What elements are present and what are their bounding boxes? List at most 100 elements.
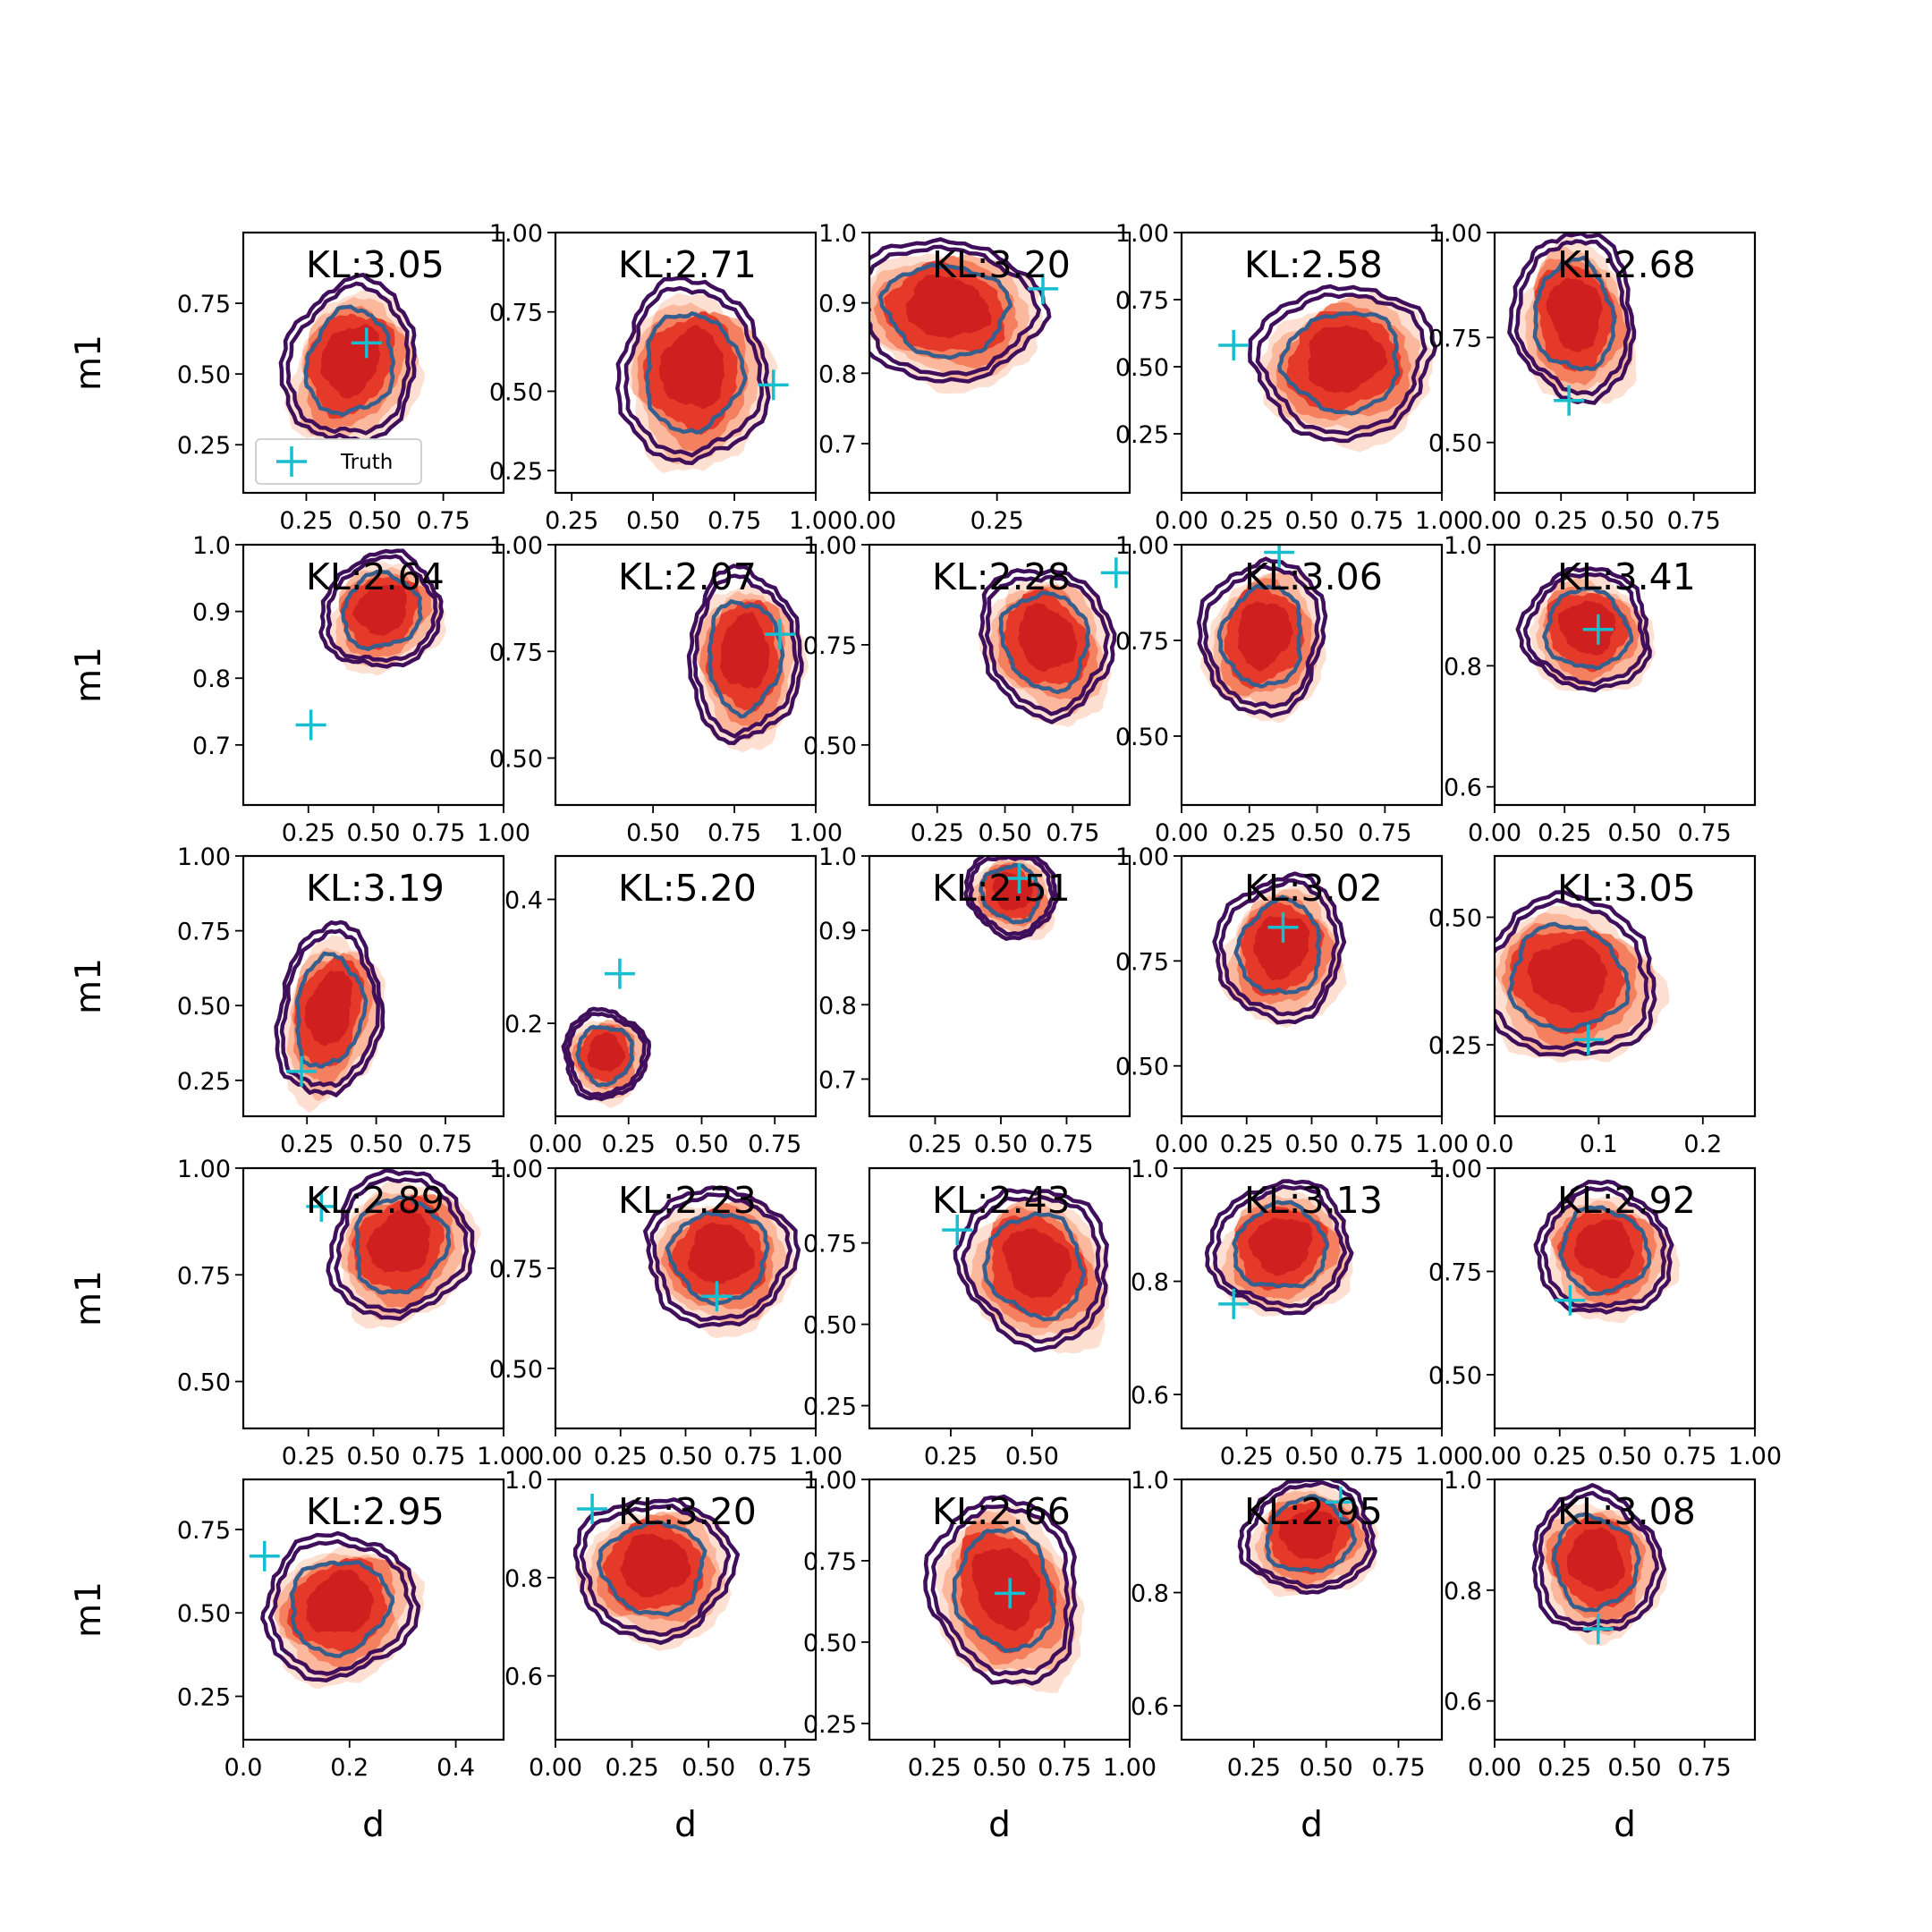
kl-annotation: KL:3.08 [1557, 1490, 1696, 1533]
x-tick-label: 0.25 [924, 1443, 978, 1470]
y-axis-label: m1 [69, 335, 109, 391]
contour-inner [998, 590, 1091, 695]
x-tick-label: 0.75 [411, 819, 465, 847]
x-tick-label: 0.25 [1533, 1443, 1587, 1470]
subplot-density [274, 919, 386, 1114]
contour-outer [1212, 871, 1347, 1025]
subplot-density [686, 564, 809, 753]
y-tick-label: 0.75 [1115, 287, 1169, 315]
x-tick-label: 0.00 [843, 507, 896, 535]
density-fill-level-5 [304, 970, 353, 1046]
truth-marker [604, 958, 635, 989]
x-tick-label: 0.75 [1039, 1131, 1093, 1158]
y-tick-label: 0.8 [504, 1565, 543, 1593]
x-axis-label: d [362, 1805, 385, 1845]
truth-marker [1100, 557, 1130, 589]
density-fill-level-5 [587, 1032, 626, 1072]
x-tick-label: 0.00 [1468, 1754, 1521, 1782]
y-axis-label: m1 [69, 958, 109, 1014]
x-tick-label: 0.0 [225, 1754, 263, 1782]
contour-middle [1538, 1490, 1659, 1627]
x-tick-label: 0.50 [1300, 1754, 1353, 1782]
kl-annotation: KL:2.95 [1244, 1490, 1383, 1533]
subplot-density [923, 1494, 1085, 1693]
y-tick-label: 0.25 [803, 1711, 857, 1739]
contour-outer [326, 1168, 476, 1321]
contour-inner [1506, 921, 1631, 1033]
axes-frame [1493, 543, 1757, 807]
y-tick-label: 0.25 [177, 1068, 231, 1096]
contour-inner [596, 1520, 708, 1617]
x-tick-label: 0.25 [602, 1131, 656, 1158]
y-tick-label: 0.75 [803, 1548, 857, 1576]
y-tick-label: 0.50 [1115, 724, 1169, 751]
x-tick-label: 0.75 [724, 1443, 777, 1470]
x-tick-label: 0.25 [1223, 819, 1276, 847]
x-tick-label: 0.50 [1284, 1443, 1338, 1470]
y-tick-label: 0.8 [1444, 1578, 1482, 1606]
x-tick-label: 0.25 [282, 1443, 335, 1470]
density-fill-level-5 [1237, 601, 1293, 672]
contour-outer [686, 564, 804, 746]
y-tick-label: 0.50 [803, 1312, 857, 1340]
subplot-17: 0.00 0.25 0.50 0.75 1.00 0.50 0.75 1.00 KL:2.23 [489, 1156, 843, 1470]
x-tick-label: 0.25 [908, 1131, 962, 1158]
subplot-15: 0.0 0.1 0.2 0.25 0.50 KL:3.05 [1428, 854, 1757, 1158]
contour-inner [294, 951, 369, 1069]
truth-marker [1218, 1288, 1250, 1319]
x-tick-label: 0.75 [708, 507, 761, 535]
truth-marker [577, 1493, 608, 1524]
y-tick-label: 0.2 [504, 1011, 543, 1038]
subplot-density [1204, 1179, 1354, 1319]
x-tick-label: 0.4 [436, 1754, 475, 1782]
x-axis-label: d [674, 1805, 697, 1845]
x-tick-label: 1.00 [789, 1443, 843, 1470]
y-axis-label: m1 [69, 1581, 109, 1638]
density-fill-level-5 [1308, 325, 1388, 394]
x-tick-label: 0.75 [1667, 507, 1721, 535]
truth-marker [1218, 330, 1250, 360]
x-tick-label: 0.75 [1678, 1754, 1732, 1782]
x-tick-label: 0.50 [346, 1443, 400, 1470]
density-fill-level-5 [971, 1547, 1041, 1631]
y-tick-label: 0.25 [1428, 1032, 1482, 1060]
contour-outer [1507, 233, 1637, 405]
contour-middle [1540, 1186, 1667, 1309]
contour-outer [1196, 556, 1328, 718]
contour-inner [982, 1211, 1087, 1322]
subplot-density [1495, 890, 1670, 1063]
kl-annotation: KL:2.64 [306, 555, 445, 598]
y-tick-label: 0.75 [803, 632, 857, 660]
subplot-density [614, 275, 789, 473]
subplot-11: 0.25 0.50 0.75 0.25 0.50 0.75 1.00 KL:3.19 m1 [69, 843, 505, 1158]
subplot-density [295, 548, 446, 741]
subplot-density [963, 856, 1060, 941]
y-tick-label: 0.25 [489, 458, 543, 486]
truth-marker [1264, 545, 1295, 568]
x-tick-label: 0.2 [1683, 1131, 1722, 1158]
y-tick-label: 1.00 [803, 532, 857, 560]
subplot-density [1507, 233, 1638, 416]
x-axis-label: d [1301, 1805, 1323, 1845]
x-tick-label: 1.00 [477, 819, 530, 847]
y-tick-label: 0.75 [1428, 1258, 1482, 1286]
kl-annotation: KL:2.95 [306, 1490, 445, 1533]
x-tick-label: 0.25 [1227, 1754, 1281, 1782]
y-tick-label: 0.50 [803, 733, 857, 760]
x-tick-label: 0.00 [1468, 819, 1521, 847]
contour-inner [877, 262, 1013, 360]
kl-annotation: KL:2.51 [932, 867, 1071, 910]
density-fill-level-5 [1018, 603, 1078, 673]
x-tick-label: 0.75 [1663, 1443, 1716, 1470]
y-tick-label: 0.8 [818, 992, 857, 1020]
x-tick-label: 0.75 [1358, 819, 1411, 847]
density-fill-level-5 [658, 324, 725, 409]
y-tick-label: 0.75 [803, 1231, 857, 1258]
x-tick-label: 0.00 [529, 1754, 582, 1782]
axes-frame [554, 1478, 818, 1741]
subplot-25: 0.00 0.25 0.50 0.75 0.6 0.8 1.0 KL:3.08 d [1444, 1467, 1757, 1845]
density-fill-level-5 [352, 585, 407, 636]
density-fill-level-5 [1248, 1217, 1313, 1276]
contour-inner [353, 1195, 452, 1295]
x-tick-label: 0.25 [970, 507, 1024, 535]
